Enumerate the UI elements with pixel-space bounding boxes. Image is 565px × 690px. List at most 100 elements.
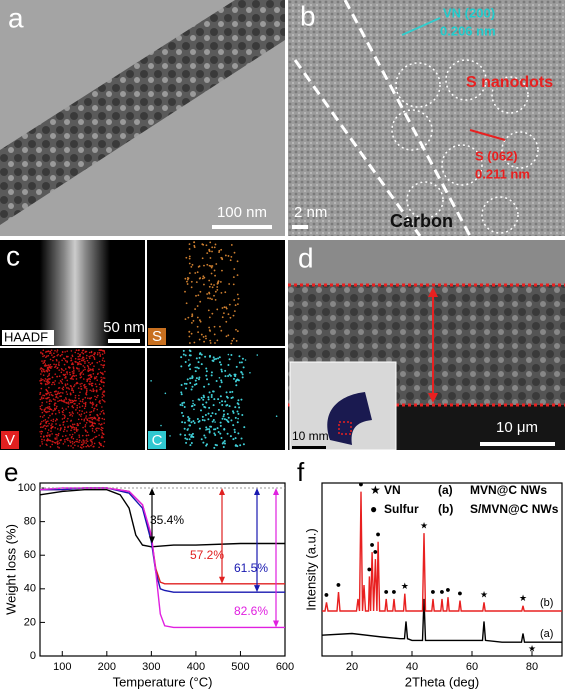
map-dot (46, 440, 48, 442)
map-dot (192, 319, 195, 322)
map-dot (230, 353, 233, 356)
map-dot (190, 265, 193, 268)
map-dot (100, 363, 102, 366)
map-dot (82, 369, 85, 372)
map-dot (70, 445, 72, 447)
map-dot (72, 446, 74, 449)
map-dot (61, 387, 64, 390)
map-dot (213, 358, 216, 361)
map-dot (79, 363, 82, 365)
map-dot (75, 409, 77, 411)
map-dot (189, 368, 192, 371)
map-dot (83, 412, 86, 414)
map-dot (92, 409, 95, 412)
map-dot (236, 303, 239, 306)
map-dot (76, 362, 79, 364)
map-dot (223, 413, 226, 416)
map-dot (51, 413, 53, 415)
map-dot (88, 420, 90, 422)
map-dot (87, 366, 90, 368)
map-dot (89, 363, 92, 366)
map-dot (101, 432, 104, 434)
map-dot (90, 350, 93, 353)
map-dot (198, 319, 201, 322)
map-dot (223, 428, 226, 431)
map-dot (83, 366, 86, 369)
map-dot (205, 426, 208, 429)
map-dot (227, 421, 230, 424)
map-dot (184, 387, 187, 390)
map-dot (51, 376, 54, 379)
map-dot (101, 406, 103, 408)
map-dot (84, 405, 87, 408)
map-dot (237, 378, 240, 381)
map-dot (211, 420, 214, 423)
map-dot (75, 440, 77, 443)
map-dot (54, 399, 56, 401)
map-dot (241, 376, 244, 379)
map-dot (199, 409, 202, 412)
map-dot (48, 405, 50, 408)
map-dot (216, 288, 219, 291)
map-dot (43, 410, 46, 412)
map-dot (54, 413, 57, 415)
map-dot (223, 440, 226, 443)
map-dot (180, 365, 183, 368)
map-dot (47, 378, 50, 380)
map-dot (102, 381, 104, 384)
map-dot (46, 378, 49, 381)
map-dot (71, 399, 74, 402)
map-dot (203, 434, 206, 437)
map-dot (221, 316, 224, 319)
map-dot (62, 443, 65, 445)
map-dot (210, 283, 213, 286)
map-dot (99, 371, 102, 374)
map-dot (56, 436, 58, 438)
map-dot (103, 418, 106, 421)
map-dot (65, 375, 67, 378)
map-dot (70, 350, 73, 352)
map-dot (233, 431, 236, 434)
map-dot (211, 265, 214, 267)
map-dot (212, 390, 215, 393)
map-dot (186, 378, 189, 381)
peak-marker: ● (373, 546, 378, 556)
map-dot (43, 361, 46, 364)
map-dot (202, 441, 205, 444)
map-dot (208, 391, 211, 394)
map-dot (189, 424, 192, 427)
nanowire (0, 0, 285, 225)
map-dot (93, 431, 96, 434)
map-dot (180, 391, 183, 394)
map-dot (93, 407, 96, 410)
map-dot (63, 399, 66, 401)
map-dot (76, 438, 78, 441)
map-dot (221, 404, 224, 407)
map-dot (197, 331, 200, 334)
map-dot (41, 408, 43, 411)
arrow-head (254, 488, 260, 496)
map-dot (92, 417, 95, 420)
map-dot (74, 431, 76, 434)
map-dot (59, 424, 61, 427)
map-dot (240, 398, 243, 401)
map-dot (209, 241, 212, 244)
map-dot (71, 375, 74, 378)
map-dot (42, 368, 45, 371)
map-dot (91, 401, 94, 404)
map-dot (42, 394, 44, 397)
map-dot (60, 381, 63, 383)
map-dot (195, 357, 198, 360)
map-dot (45, 422, 48, 424)
map-dot (67, 401, 70, 403)
map-dot (44, 364, 47, 367)
map-dot (188, 335, 191, 338)
map-dot (41, 443, 44, 445)
map-dot (234, 406, 237, 409)
map-dot (72, 367, 75, 370)
map-dot (86, 354, 88, 357)
map-dot (87, 374, 90, 377)
map-dot (83, 419, 85, 422)
map-dot (51, 425, 54, 428)
map-dot (95, 428, 97, 430)
